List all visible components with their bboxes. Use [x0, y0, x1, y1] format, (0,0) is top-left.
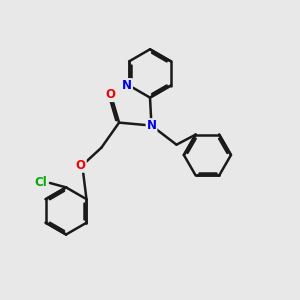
Text: N: N	[122, 79, 132, 92]
Text: Cl: Cl	[35, 176, 47, 190]
Text: N: N	[146, 119, 157, 132]
Text: O: O	[105, 88, 115, 101]
Text: O: O	[76, 159, 86, 172]
